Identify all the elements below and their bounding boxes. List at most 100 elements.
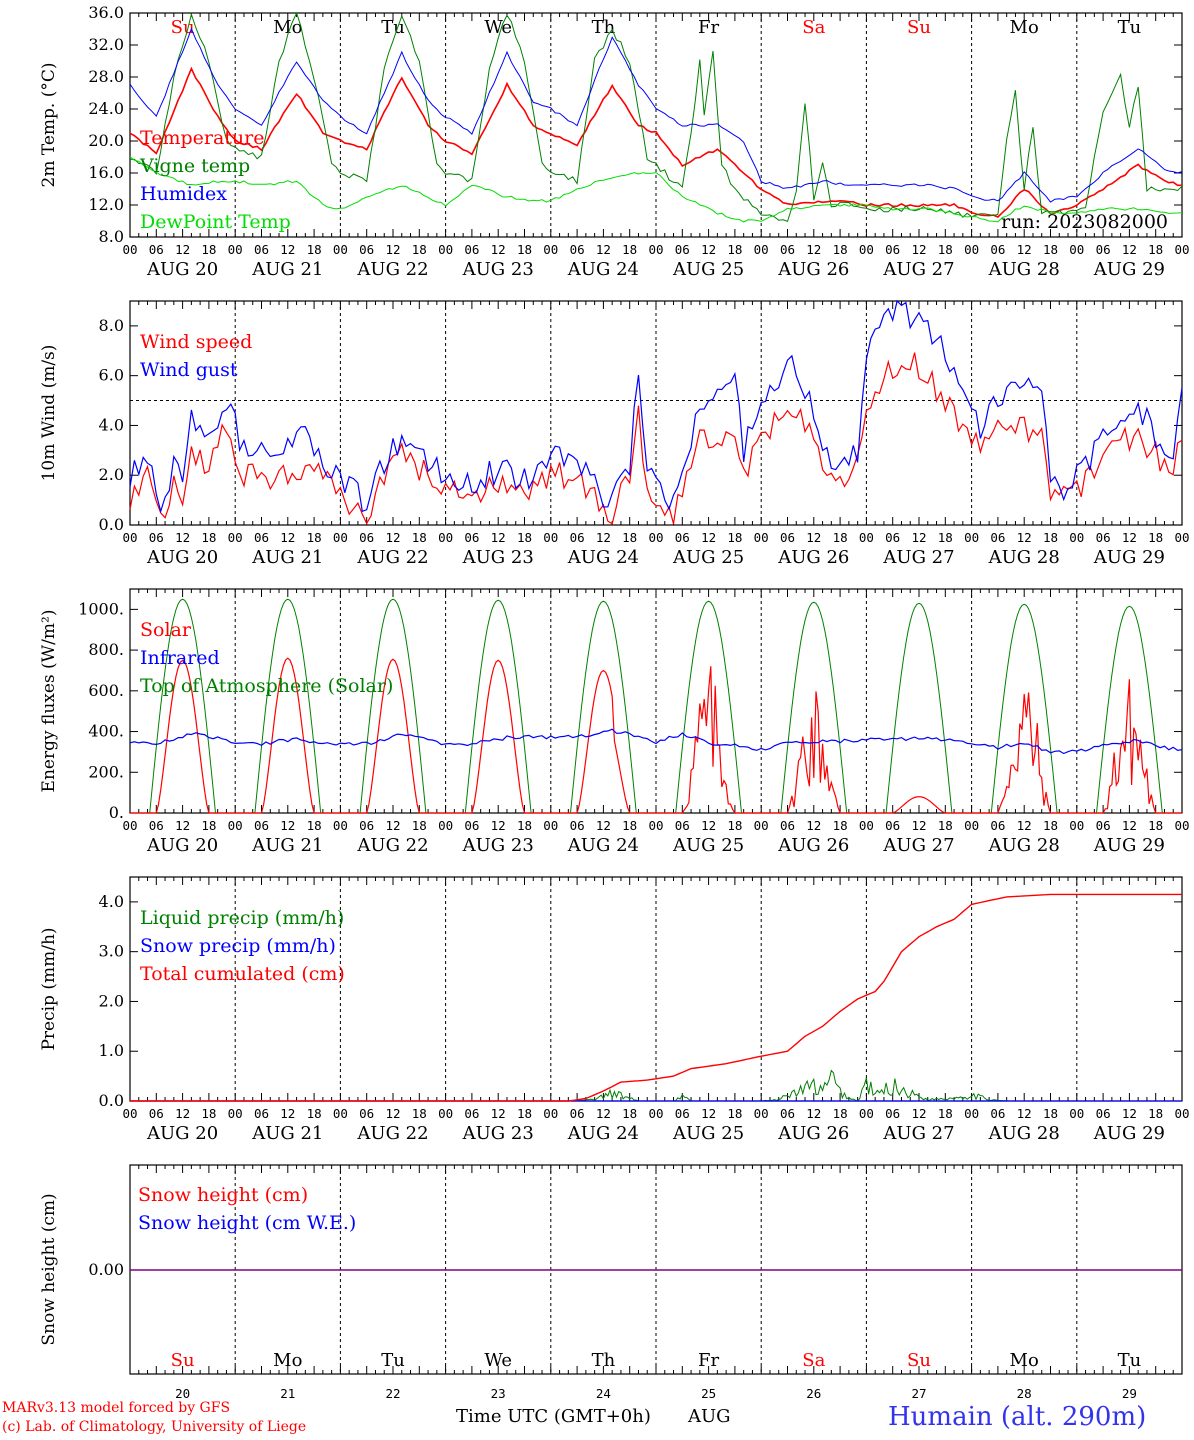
hour-tick-label: 12: [806, 530, 821, 545]
day-of-week-label: Sa: [802, 1350, 825, 1371]
hour-tick-label: 00: [1174, 242, 1189, 257]
hour-tick-label: 06: [990, 242, 1005, 257]
hour-tick-label: 12: [911, 818, 926, 833]
legend-entry: Snow height (cm): [138, 1184, 308, 1206]
hour-tick-label: 00: [543, 1106, 558, 1121]
hour-tick-label: 18: [938, 242, 953, 257]
hour-tick-label: 18: [1148, 530, 1163, 545]
date-label: AUG 27: [882, 1123, 954, 1144]
footer-model: MARv3.13 model forced by GFS: [2, 1400, 231, 1416]
date-label: AUG 26: [777, 259, 849, 280]
hour-tick-label: 18: [727, 818, 742, 833]
y-tick-label: 12.0: [88, 195, 124, 214]
hour-tick-label: 00: [228, 530, 243, 545]
hour-tick-label: 00: [648, 530, 663, 545]
hour-tick-label: 18: [833, 1106, 848, 1121]
hour-tick-label: 00: [859, 818, 874, 833]
hour-tick-label: 18: [833, 818, 848, 833]
hour-tick-label: 18: [307, 818, 322, 833]
series-line-solar: [130, 657, 1182, 814]
date-label: AUG 21: [251, 835, 323, 856]
hour-tick-label: 00: [333, 1106, 348, 1121]
hour-tick-label: 06: [464, 818, 479, 833]
hour-tick-label: 12: [911, 1106, 926, 1121]
x-axis-month: AUG: [688, 1406, 731, 1427]
hour-tick-label: 18: [622, 530, 637, 545]
date-label: AUG 25: [672, 547, 744, 568]
y-axis-label: 2m Temp. (°C): [39, 62, 59, 187]
hour-tick-label: 00: [648, 818, 663, 833]
hour-tick-label: 06: [780, 818, 795, 833]
hour-tick-label: 18: [517, 530, 532, 545]
hour-tick-label: 18: [938, 530, 953, 545]
day-of-week-label: Mo: [273, 1350, 302, 1371]
hour-tick-label: 00: [543, 530, 558, 545]
day-of-week-label: Mo: [1010, 1350, 1039, 1371]
hour-tick-label: 06: [570, 242, 585, 257]
hour-tick-label: 12: [911, 530, 926, 545]
day-of-week-label: Th: [592, 17, 616, 38]
y-tick-label: 24.0: [88, 99, 124, 118]
hour-tick-label: 06: [254, 1106, 269, 1121]
hour-tick-label: 06: [675, 1106, 690, 1121]
date-label: AUG 28: [988, 1123, 1060, 1144]
hour-tick-label: 18: [517, 818, 532, 833]
legend-entry: Total cumulated (cm): [140, 963, 345, 985]
hour-tick-label: 18: [1148, 1106, 1163, 1121]
date-label: AUG 21: [251, 1123, 323, 1144]
date-label: AUG 26: [777, 1123, 849, 1144]
day-of-week-label: Tu: [1118, 1350, 1142, 1371]
panel-3: 00 06 12 18 AUG 20 00 06 12 18 AUG 21 00 06 12 18 AUG …: [39, 588, 1190, 856]
hour-tick-label: 12: [911, 242, 926, 257]
hour-tick-label: 06: [990, 818, 1005, 833]
hour-tick-label: 00: [1069, 242, 1084, 257]
hour-tick-label: 12: [806, 242, 821, 257]
hour-tick-label: 18: [622, 242, 637, 257]
y-tick-label: 8.0: [99, 316, 124, 335]
hour-tick-label: 06: [675, 530, 690, 545]
date-label: AUG 26: [777, 547, 849, 568]
date-label: AUG 24: [567, 835, 639, 856]
panel-frame: [129, 12, 1183, 238]
panel-4: 00 06 12 18 AUG 20 00 06 12 18 AUG 21 00 06 12 18 AUG …: [39, 876, 1190, 1144]
hour-tick-label: 00: [859, 242, 874, 257]
hour-tick-label: 06: [1096, 242, 1111, 257]
hour-tick-label: 18: [412, 1106, 427, 1121]
hour-tick-label: 00: [122, 530, 137, 545]
hour-tick-label: 12: [806, 1106, 821, 1121]
hour-tick-label: 12: [1017, 242, 1032, 257]
y-tick-label: 400.: [88, 722, 124, 741]
hour-tick-label: 18: [412, 530, 427, 545]
date-label: AUG 28: [988, 259, 1060, 280]
hour-tick-label: 18: [622, 1106, 637, 1121]
hour-tick-label: 00: [228, 1106, 243, 1121]
date-label: AUG 26: [777, 835, 849, 856]
legend-entry: Wind speed: [140, 331, 252, 353]
hour-tick-label: 18: [201, 1106, 216, 1121]
date-label: AUG 22: [356, 547, 428, 568]
day-of-week-label: Tu: [381, 17, 405, 38]
hour-tick-label: 12: [385, 818, 400, 833]
day-of-week-label: Mo: [273, 17, 302, 38]
day-of-week-label: Mo: [1010, 17, 1039, 38]
date-label: AUG 25: [672, 1123, 744, 1144]
panel-1: 00 06 12 18 AUG 20 00 06 12 18 AUG 21 00 06 12 18 AUG …: [39, 3, 1190, 280]
y-tick-label: 0.: [109, 803, 124, 822]
hour-tick-label: 12: [701, 530, 716, 545]
hour-tick-label: 00: [964, 242, 979, 257]
hour-tick-label: 06: [990, 1106, 1005, 1121]
series-line-wind-speed: [129, 352, 1183, 525]
hour-tick-label: 00: [648, 1106, 663, 1121]
hour-tick-label: 12: [280, 530, 295, 545]
y-tick-label: 1.0: [99, 1041, 124, 1060]
date-label: AUG 20: [146, 259, 218, 280]
hour-tick-label: 12: [280, 818, 295, 833]
run-annotation: run: 2023082000: [1001, 211, 1168, 233]
date-label: AUG 20: [146, 547, 218, 568]
y-tick-label: 0.0: [99, 1091, 124, 1110]
hour-tick-label: 12: [175, 1106, 190, 1121]
date-label: AUG 28: [988, 835, 1060, 856]
hour-tick-label: 06: [885, 530, 900, 545]
day-number-label: 23: [491, 1386, 506, 1401]
hour-tick-label: 18: [833, 530, 848, 545]
